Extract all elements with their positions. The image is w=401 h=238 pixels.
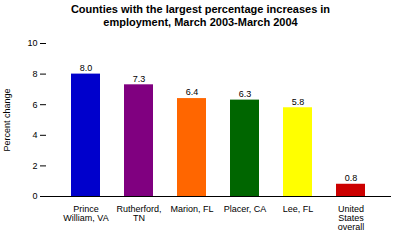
svg-text:Lee, FL: Lee, FL xyxy=(283,204,314,214)
svg-text:Percent change: Percent change xyxy=(2,88,12,151)
svg-text:Placer, CA: Placer, CA xyxy=(224,204,267,214)
svg-text:2: 2 xyxy=(32,161,37,171)
svg-text:4: 4 xyxy=(32,130,37,140)
svg-text:UnitedStatesoverall: UnitedStatesoverall xyxy=(338,204,365,232)
svg-text:Marion, FL: Marion, FL xyxy=(170,204,213,214)
svg-text:0: 0 xyxy=(32,191,37,201)
svg-text:6: 6 xyxy=(32,100,37,110)
svg-text:6.4: 6.4 xyxy=(186,87,199,97)
svg-text:8.0: 8.0 xyxy=(80,63,93,73)
svg-text:6.3: 6.3 xyxy=(239,89,252,99)
svg-text:0.8: 0.8 xyxy=(345,173,358,183)
html-text:Counties with the largest perc: Counties with the largest percentage inc… xyxy=(70,3,331,28)
svg-text:7.3: 7.3 xyxy=(133,74,146,84)
svg-text:8: 8 xyxy=(32,69,37,79)
svg-text:10: 10 xyxy=(27,38,37,48)
svg-text:PrinceWilliam, VA: PrinceWilliam, VA xyxy=(63,204,108,223)
svg-text:5.8: 5.8 xyxy=(292,97,305,107)
svg-text:Rutherford,TN: Rutherford,TN xyxy=(116,204,161,223)
